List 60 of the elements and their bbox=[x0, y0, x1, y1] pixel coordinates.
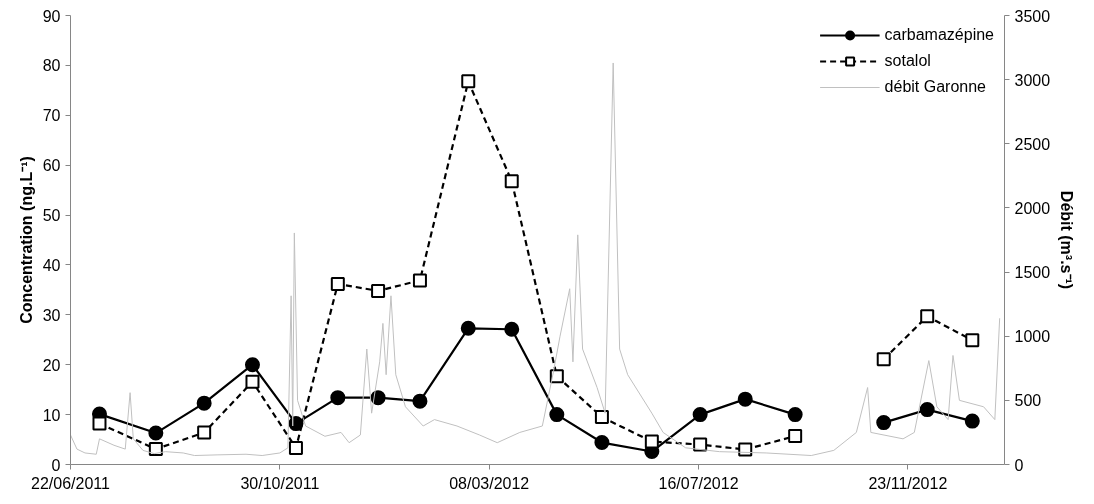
y-tick-label: 0 bbox=[51, 456, 61, 474]
y2-tick-label: 2000 bbox=[1014, 199, 1051, 217]
point bbox=[965, 333, 980, 348]
point bbox=[964, 413, 980, 429]
point bbox=[594, 410, 609, 425]
point bbox=[330, 276, 345, 291]
y-tick-label: 20 bbox=[42, 356, 61, 374]
point bbox=[460, 320, 476, 336]
x-tick-label: 23/11/2012 bbox=[868, 474, 948, 492]
point bbox=[787, 407, 803, 423]
point bbox=[788, 429, 803, 444]
y-tick-label: 50 bbox=[42, 207, 61, 225]
y-tick-label: 90 bbox=[42, 7, 61, 25]
y-tick-label: 10 bbox=[42, 406, 61, 424]
y2-tick-label: 1500 bbox=[1014, 264, 1051, 282]
y2-axis-title: Débit (m³.s⁻¹) bbox=[1058, 190, 1076, 290]
y2-tick-label: 1000 bbox=[1014, 328, 1051, 346]
y2-tick-label: 2500 bbox=[1014, 135, 1051, 153]
point bbox=[504, 174, 519, 189]
point bbox=[644, 434, 659, 449]
point bbox=[461, 74, 476, 89]
y-tick-label: 40 bbox=[42, 256, 61, 274]
point bbox=[245, 374, 260, 389]
legend-label: débit Garonne bbox=[884, 78, 986, 96]
y-tick-label: 30 bbox=[42, 306, 61, 324]
point bbox=[737, 391, 753, 407]
point bbox=[148, 425, 164, 441]
point bbox=[288, 441, 303, 456]
y-tick-label: 60 bbox=[42, 157, 61, 175]
y2-tick-label: 0 bbox=[1014, 456, 1024, 474]
point bbox=[594, 435, 610, 451]
point bbox=[330, 390, 346, 406]
point bbox=[738, 442, 753, 457]
y-tick-label: 70 bbox=[42, 107, 61, 125]
point bbox=[920, 309, 935, 324]
y-axis-title: Concentration (ng.L⁻¹) bbox=[17, 156, 35, 324]
y2-tick-label: 500 bbox=[1014, 392, 1042, 410]
y2-tick-label: 3000 bbox=[1014, 71, 1051, 89]
legend-label: carbamazépine bbox=[884, 26, 994, 44]
point bbox=[197, 425, 212, 440]
point bbox=[371, 283, 386, 298]
legend-label: sotalol bbox=[884, 52, 931, 70]
x-tick-label: 30/10/2011 bbox=[240, 474, 320, 492]
point bbox=[412, 273, 427, 288]
point bbox=[876, 352, 891, 367]
y-tick-label: 80 bbox=[42, 57, 61, 75]
x-tick-label: 08/03/2012 bbox=[449, 474, 530, 492]
point bbox=[412, 393, 428, 409]
point bbox=[692, 407, 708, 423]
x-tick-label: 22/06/2011 bbox=[31, 474, 111, 492]
point bbox=[92, 416, 107, 431]
point bbox=[504, 321, 520, 337]
y2-tick-label: 3500 bbox=[1014, 7, 1051, 25]
point bbox=[196, 395, 212, 411]
point bbox=[549, 407, 565, 423]
point bbox=[876, 415, 892, 431]
point bbox=[370, 390, 386, 406]
point bbox=[919, 402, 935, 418]
x-tick-label: 16/07/2012 bbox=[658, 474, 739, 492]
point bbox=[244, 357, 260, 373]
